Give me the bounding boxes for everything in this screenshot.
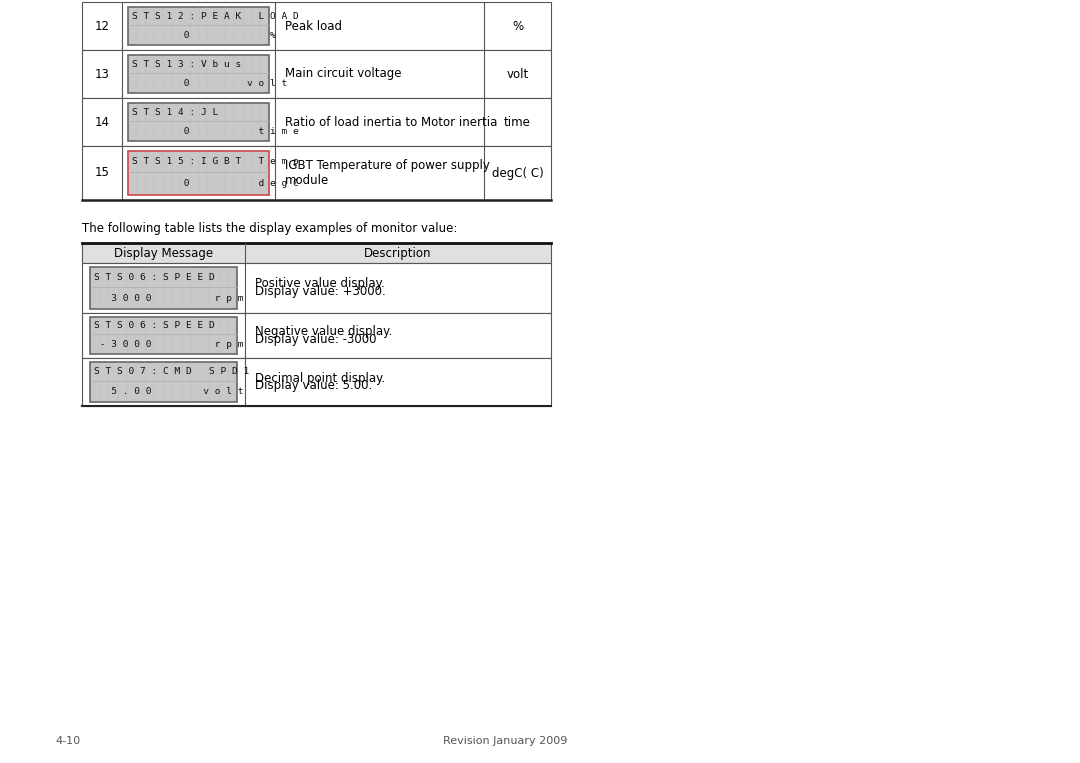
Bar <box>90 317 237 354</box>
Text: time: time <box>504 115 531 128</box>
Text: Decimal point display.: Decimal point display. <box>255 372 386 385</box>
Text: degC( C): degC( C) <box>491 166 543 179</box>
Text: 14: 14 <box>95 115 109 128</box>
Text: 15: 15 <box>95 166 109 179</box>
Bar <box>129 151 269 195</box>
Bar <box>82 98 551 146</box>
Text: 3 0 0 0           r p m: 3 0 0 0 r p m <box>94 294 243 303</box>
Text: S T S 0 7 : C M D   S P D 1: S T S 0 7 : C M D S P D 1 <box>94 367 249 376</box>
Text: 12: 12 <box>95 20 109 33</box>
Text: %: % <box>512 20 523 33</box>
Text: IGBT Temperature of power supply
module: IGBT Temperature of power supply module <box>285 159 490 187</box>
Text: 0            d e g C: 0 d e g C <box>132 179 299 188</box>
Bar <box>82 2 551 50</box>
Text: Revision January 2009: Revision January 2009 <box>443 736 567 746</box>
Text: Peak load: Peak load <box>285 20 342 33</box>
Text: Positive value display.: Positive value display. <box>255 278 384 291</box>
Text: Main circuit voltage: Main circuit voltage <box>285 67 402 81</box>
Bar <box>129 7 269 45</box>
Bar <box>129 55 269 93</box>
Text: 0          v o l t: 0 v o l t <box>132 79 287 88</box>
Text: Ratio of load inertia to Motor inertia: Ratio of load inertia to Motor inertia <box>285 115 498 128</box>
Text: Display value: +3000.: Display value: +3000. <box>255 285 386 298</box>
Text: Display value: 5.00.: Display value: 5.00. <box>255 379 373 392</box>
Text: S T S 1 3 : V b u s: S T S 1 3 : V b u s <box>132 60 241 69</box>
Text: Display Message: Display Message <box>113 246 213 259</box>
Text: 0              %: 0 % <box>132 31 275 40</box>
Text: S T S 1 4 : J L: S T S 1 4 : J L <box>132 108 218 117</box>
Text: S T S 0 6 : S P E E D: S T S 0 6 : S P E E D <box>94 272 215 282</box>
Bar <box>90 267 237 309</box>
Text: The following table lists the display examples of monitor value:: The following table lists the display ex… <box>82 222 457 235</box>
Text: S T S 1 2 : P E A K   L O A D: S T S 1 2 : P E A K L O A D <box>132 11 299 21</box>
Bar <box>82 50 551 98</box>
Bar <box>82 263 551 313</box>
Text: 0            t i m e: 0 t i m e <box>132 127 299 136</box>
Text: S T S 1 5 : I G B T   T e m p: S T S 1 5 : I G B T T e m p <box>132 157 299 166</box>
Text: Negative value display.: Negative value display. <box>255 325 392 339</box>
Text: 13: 13 <box>95 67 109 81</box>
Text: - 3 0 0 0           r p m: - 3 0 0 0 r p m <box>94 340 243 349</box>
Bar <box>82 146 551 200</box>
Text: 5 . 0 0         v o l t: 5 . 0 0 v o l t <box>94 387 243 396</box>
Bar <box>129 103 269 141</box>
Bar <box>82 313 551 358</box>
Bar <box>82 243 551 263</box>
Text: volt: volt <box>507 67 528 81</box>
Text: Description: Description <box>364 246 432 259</box>
Text: S T S 0 6 : S P E E D: S T S 0 6 : S P E E D <box>94 321 215 330</box>
Bar <box>90 362 237 402</box>
Bar <box>82 358 551 406</box>
Text: Display value: -3000: Display value: -3000 <box>255 333 377 346</box>
Text: 4-10: 4-10 <box>55 736 80 746</box>
